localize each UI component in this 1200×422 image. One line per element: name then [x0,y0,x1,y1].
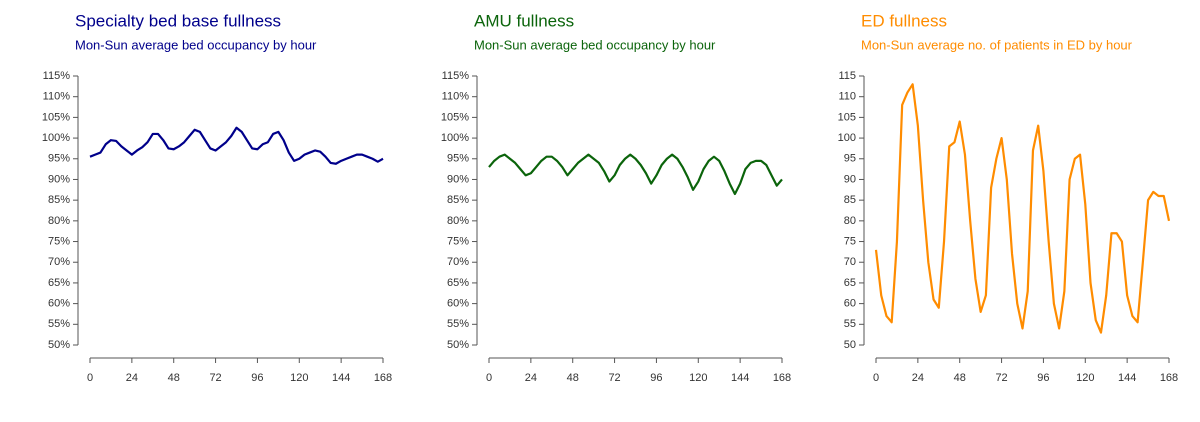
x-tick-label: 144 [332,372,350,384]
y-tick-label: 105% [441,111,469,123]
chart-title: ED fullness [861,11,947,30]
y-tick-label: 90 [844,173,856,185]
y-tick-label: 80% [447,215,469,227]
y-tick-label: 50% [48,339,70,351]
y-tick-label: 115% [43,70,71,82]
x-tick-label: 72 [995,372,1007,384]
y-tick-label: 70% [48,256,70,268]
x-tick-label: 120 [689,372,707,384]
y-tick-label: 80 [844,215,856,227]
y-tick-label: 110 [838,91,856,103]
y-tick-label: 70% [447,256,469,268]
x-tick-label: 24 [525,372,537,384]
data-line [89,126,384,165]
y-tick-label: 105% [42,111,70,123]
y-tick-label: 115 [838,70,856,82]
y-tick-label: 65% [447,277,469,289]
y-tick-label: 50 [844,339,856,351]
y-tick-label: 100% [441,132,469,144]
y-tick-label: 100 [838,132,856,144]
y-tick-label: 115% [442,70,470,82]
x-tick-label: 168 [374,372,392,384]
y-tick-label: 90% [48,173,70,185]
x-tick-label: 144 [731,372,749,384]
x-tick-label: 96 [650,372,662,384]
y-tick-label: 55% [48,318,70,330]
y-tick-label: 55 [844,318,856,330]
y-tick-label: 85 [844,194,856,206]
x-tick-label: 72 [209,372,221,384]
y-tick-label: 50% [447,339,469,351]
x-tick-label: 144 [1118,372,1136,384]
x-tick-label: 168 [1160,372,1178,384]
chart-subtitle: Mon-Sun average bed occupancy by hour [75,37,317,52]
y-tick-label: 85% [447,194,469,206]
y-tick-label: 95 [844,153,856,165]
y-tick-label: 100% [42,132,70,144]
y-tick-label: 80% [48,215,70,227]
x-tick-label: 96 [1037,372,1049,384]
y-tick-label: 105 [838,111,856,123]
y-tick-label: 60 [844,298,856,310]
x-tick-label: 168 [773,372,791,384]
y-tick-label: 65 [844,277,856,289]
x-tick-label: 24 [912,372,924,384]
data-line [874,83,1171,334]
x-tick-label: 96 [251,372,263,384]
y-tick-label: 85% [48,194,70,206]
y-tick-label: 75% [447,235,469,247]
chart-title: Specialty bed base fullness [75,11,281,30]
chart-subtitle: Mon-Sun average bed occupancy by hour [474,37,716,52]
y-tick-label: 75 [844,235,856,247]
x-tick-label: 0 [87,372,93,384]
x-tick-label: 48 [168,372,180,384]
y-tick-label: 90% [447,173,469,185]
x-tick-label: 48 [954,372,966,384]
y-tick-label: 95% [447,153,469,165]
chart-title: AMU fullness [474,11,574,30]
y-tick-label: 60% [447,298,469,310]
x-tick-label: 120 [290,372,308,384]
x-tick-label: 0 [873,372,879,384]
x-tick-label: 72 [608,372,620,384]
y-tick-label: 110% [43,91,71,103]
y-tick-label: 110% [442,91,470,103]
y-tick-label: 65% [48,277,70,289]
y-tick-label: 60% [48,298,70,310]
x-tick-label: 0 [486,372,492,384]
y-tick-label: 55% [447,318,469,330]
y-tick-label: 70 [844,256,856,268]
x-tick-label: 120 [1076,372,1094,384]
x-tick-label: 48 [567,372,579,384]
data-line [488,153,783,196]
y-tick-label: 95% [48,153,70,165]
x-tick-label: 24 [126,372,138,384]
y-tick-label: 75% [48,235,70,247]
chart-subtitle: Mon-Sun average no. of patients in ED by… [861,37,1133,52]
